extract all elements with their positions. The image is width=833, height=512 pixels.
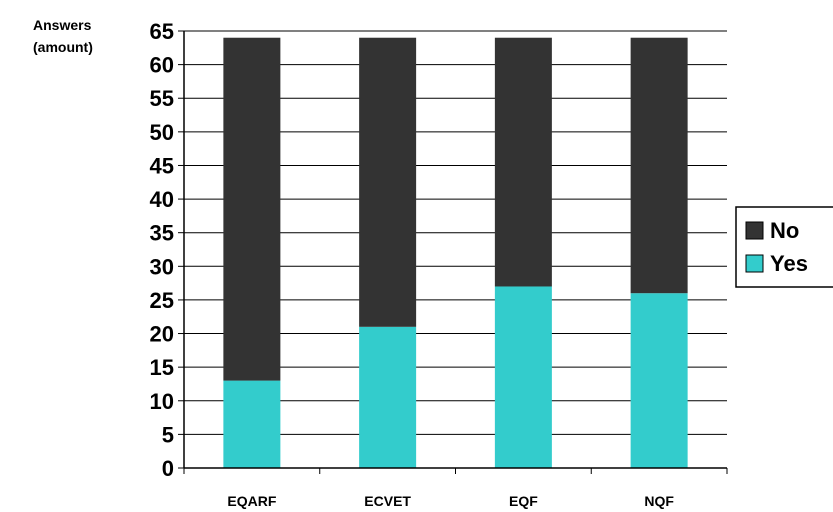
x-tick-label-eqarf: EQARF [227, 493, 276, 509]
bar-eqf-no [494, 37, 552, 287]
y-tick-label-65: 65 [150, 19, 174, 44]
y-tick-label-50: 50 [150, 120, 174, 145]
legend-swatch-yes [745, 254, 764, 273]
y-tick-label-20: 20 [150, 322, 174, 347]
y-tick-label-5: 5 [162, 422, 174, 447]
y-tick-label-55: 55 [150, 86, 174, 111]
x-tick-labels: EQARF ECVET EQF NQF [227, 493, 674, 509]
y-tick-labels: 0 5 10 15 20 25 30 35 40 45 50 55 60 65 [150, 19, 174, 481]
y-axis-label-line-2: (amount) [33, 39, 93, 55]
bar-nqf-yes [630, 293, 688, 468]
bar-nqf-no [630, 37, 688, 294]
y-tick-label-25: 25 [150, 288, 174, 313]
bar-ecvet-no [359, 37, 417, 327]
legend-box [735, 206, 833, 288]
axes [178, 30, 728, 474]
legend-swatch-no [745, 221, 764, 240]
bars [223, 37, 688, 468]
x-tick-label-nqf: NQF [644, 493, 674, 509]
y-axis-label-line-1: Answers [33, 17, 92, 33]
legend-label-yes: Yes [770, 251, 808, 276]
y-tick-label-45: 45 [150, 153, 174, 178]
legend: No Yes [735, 206, 833, 288]
bar-ecvet-yes [359, 326, 417, 468]
y-tick-label-0: 0 [162, 456, 174, 481]
y-tick-label-35: 35 [150, 221, 174, 246]
bar-eqarf-yes [223, 380, 281, 468]
y-tick-label-15: 15 [150, 355, 174, 380]
bar-eqf-yes [494, 286, 552, 468]
bar-eqarf-no [223, 37, 281, 381]
y-tick-label-60: 60 [150, 53, 174, 78]
x-tick-label-eqf: EQF [509, 493, 538, 509]
y-tick-label-30: 30 [150, 254, 174, 279]
y-tick-label-10: 10 [150, 389, 174, 414]
legend-label-no: No [770, 218, 799, 243]
x-tick-label-ecvet: ECVET [364, 493, 411, 509]
y-tick-label-40: 40 [150, 187, 174, 212]
